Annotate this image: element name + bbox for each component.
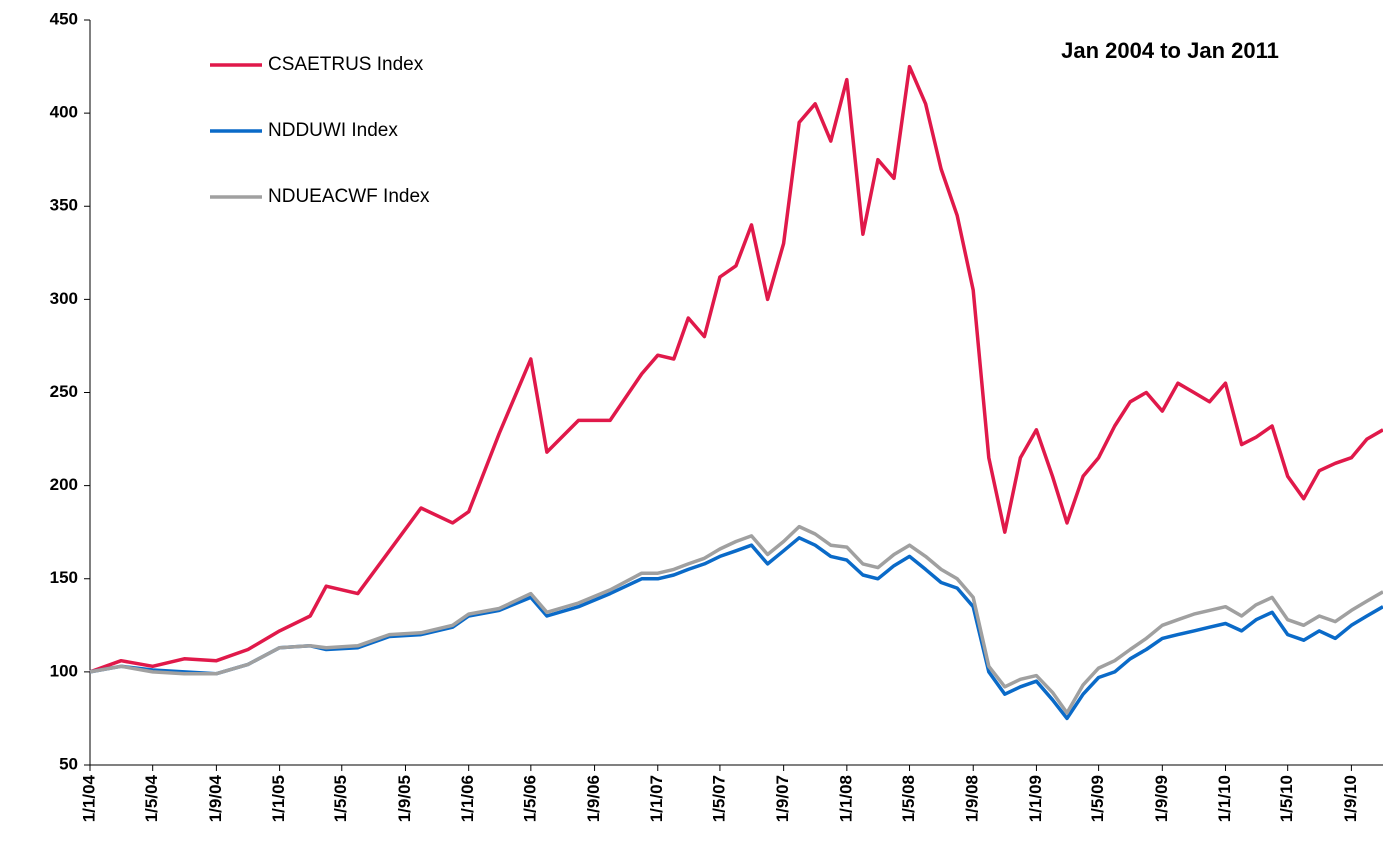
x-tick-label: 1/1/06 [458, 775, 477, 822]
x-tick-label: 1/5/10 [1277, 775, 1296, 822]
x-tick-label: 1/9/10 [1341, 775, 1360, 822]
y-tick-label: 450 [50, 9, 78, 28]
y-tick-label: 50 [59, 754, 78, 773]
x-tick-label: 1/1/08 [836, 775, 855, 822]
x-tick-label: 1/1/10 [1215, 775, 1234, 822]
x-tick-label: 1/5/08 [899, 775, 918, 822]
x-tick-label: 1/5/06 [520, 775, 539, 822]
y-tick-label: 150 [50, 568, 78, 587]
x-tick-label: 1/9/07 [773, 775, 792, 822]
x-tick-label: 1/1/04 [79, 774, 98, 822]
x-tick-label: 1/9/06 [584, 775, 603, 822]
x-tick-label: 1/9/04 [206, 774, 225, 822]
series-line [89, 64, 1383, 674]
x-tick-label: 1/1/09 [1026, 775, 1045, 822]
x-tick-label: 1/5/05 [331, 775, 350, 822]
series-line [89, 536, 1383, 721]
x-tick-label: 1/5/09 [1088, 775, 1107, 822]
legend-label: NDUEACWF Index [268, 186, 430, 207]
legend-label: CSAETRUS Index [268, 54, 424, 75]
y-tick-label: 100 [50, 661, 78, 680]
x-tick-label: 1/5/04 [142, 774, 161, 822]
y-tick-label: 200 [50, 475, 78, 494]
x-tick-label: 1/1/05 [269, 775, 288, 822]
x-tick-label: 1/1/07 [647, 775, 666, 822]
y-tick-label: 350 [50, 196, 78, 215]
series-line [89, 524, 1383, 715]
y-tick-label: 250 [50, 382, 78, 401]
legend-label: NDDUWI Index [268, 120, 398, 141]
x-tick-label: 1/9/08 [963, 775, 982, 822]
annotation: Jan 2004 to Jan 2011 [1061, 38, 1279, 63]
x-tick-label: 1/9/09 [1152, 775, 1171, 822]
x-tick-label: 1/5/07 [709, 775, 728, 822]
y-tick-label: 300 [50, 289, 78, 308]
x-tick-label: 1/9/05 [395, 775, 414, 822]
y-tick-label: 400 [50, 103, 78, 122]
